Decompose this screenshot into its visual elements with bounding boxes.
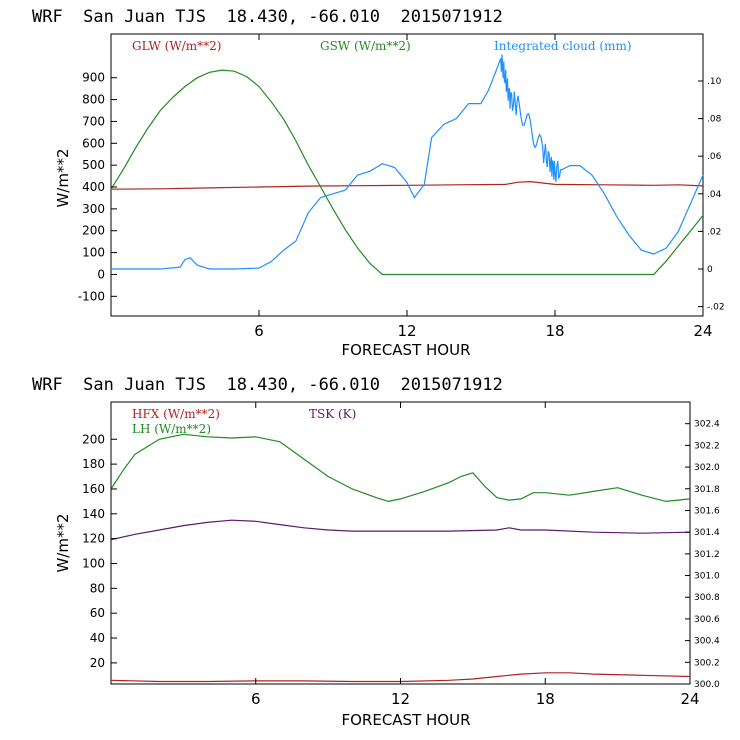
bottom-x-axis-label: FORECAST HOUR [341,711,470,729]
top-y2-tick-label: -.02 [707,303,725,313]
top-x-axis-label: FORECAST HOUR [341,341,470,359]
bottom-y-tick-label: 20 [90,656,105,670]
bottom-y2-tick-label: 301.2 [694,550,720,560]
top-series-line-glw [110,180,704,190]
bottom-y-tick-label: 200 [82,432,105,446]
bottom-y2-tick-label: 301.0 [694,572,720,582]
bottom-x-tick-label: 6 [251,690,261,708]
legend-tsk: TSK (K) [309,407,356,421]
top-y-tick-label: 600 [82,136,105,150]
top-y-tick-label: 100 [82,246,105,260]
bottom-y-tick-label: 100 [82,556,105,570]
bottom-y2-tick-label: 300.8 [694,593,720,603]
top-y-tick-label: 500 [82,158,105,172]
bottom-y2-tick-label: 301.6 [694,506,720,516]
top-y-tick-label: 800 [82,93,105,107]
bottom-y-tick-label: 140 [82,507,105,521]
bottom-y2-tick-label: 300.0 [694,680,720,690]
bottom-y2-tick-label: 300.2 [694,658,720,668]
bottom-x-tick-label: 12 [391,690,410,708]
bottom-y-tick-label: 180 [82,457,105,471]
top-x-tick-label: 18 [545,322,564,340]
bottom-y-axis-label: W/m**2 [54,513,72,572]
top-y-tick-label: 400 [82,180,105,194]
bottom-y2-tick-label: 302.0 [694,463,720,473]
top-y-tick-label: -100 [78,289,105,303]
top-y2-tick-label: .04 [707,190,722,200]
bottom-x-tick-label: 24 [680,690,699,708]
top-y-tick-label: 300 [82,202,105,216]
top-y2-tick-label: .10 [707,77,722,87]
top-x-tick-label: 24 [693,322,712,340]
bottom-y-tick-label: 160 [82,482,105,496]
top-y-tick-label: 700 [82,114,105,128]
bottom-y-tick-label: 80 [90,581,105,595]
bottom-y-tick-label: 40 [90,631,105,645]
top-y2-tick-label: .02 [707,227,721,237]
top-series-line-integrated [111,54,704,270]
bottom-y2-tick-label: 300.4 [694,637,720,647]
bottom-y2-tick-label: 301.8 [694,485,720,495]
top-y2-tick-label: .06 [707,152,722,162]
top-chart: WRF San Juan TJS 18.430, -66.010 2015071… [32,7,725,359]
bottom-y2-tick-label: 302.4 [694,420,720,430]
top-x-tick-label: 6 [254,322,264,340]
top-y-tick-label: 900 [82,71,105,85]
bottom-y2-tick-label: 302.2 [694,441,720,451]
top-chart-title: WRF San Juan TJS 18.430, -66.010 2015071… [32,7,503,27]
top-series-line-gsw [110,69,704,276]
bottom-x-tick-label: 18 [536,690,555,708]
bottom-y-tick-label: 60 [90,606,105,620]
bottom-chart: WRF San Juan TJS 18.430, -66.010 2015071… [32,375,720,729]
top-y-tick-label: 200 [82,224,105,238]
bottom-plot-frame [110,401,691,685]
bottom-series-line-tsk [110,519,691,541]
legend-hfx: HFX (W/m**2) [132,407,220,421]
legend-cloud: Integrated cloud (mm) [494,39,632,53]
bottom-series-line-lh [110,433,691,503]
top-x-tick-label: 12 [397,322,416,340]
bottom-y2-tick-label: 301.4 [694,528,720,538]
bottom-y2-tick-label: 300.6 [694,615,720,625]
bottom-series-line-hfx [110,672,691,683]
top-y2-tick-label: .08 [707,115,722,125]
top-y-tick-label: 0 [97,267,105,281]
top-y-axis-label: W/m**2 [54,148,72,207]
legend-glw: GLW (W/m**2) [132,39,221,53]
legend-gsw: GSW (W/m**2) [320,39,411,53]
top-y2-tick-label: 0 [707,265,713,275]
legend-lh: LH (W/m**2) [132,422,211,436]
bottom-y-tick-label: 120 [82,532,105,546]
bottom-chart-title: WRF San Juan TJS 18.430, -66.010 2015071… [32,375,503,395]
